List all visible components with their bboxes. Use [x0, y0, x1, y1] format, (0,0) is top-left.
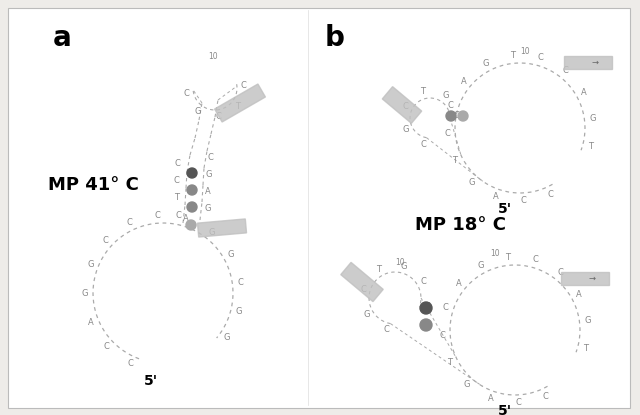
- Text: T: T: [447, 358, 452, 367]
- Text: A: A: [580, 88, 586, 97]
- Text: 5': 5': [498, 202, 512, 216]
- Text: T: T: [175, 193, 179, 202]
- Text: G: G: [209, 228, 215, 237]
- Text: G: G: [400, 261, 407, 271]
- Text: G: G: [442, 91, 449, 100]
- Text: T: T: [583, 344, 588, 354]
- Text: G: G: [477, 261, 484, 270]
- Text: A: A: [461, 77, 467, 85]
- Text: C: C: [103, 236, 109, 244]
- Text: 5': 5': [144, 374, 158, 388]
- Text: →: →: [591, 58, 598, 66]
- Text: 10: 10: [520, 46, 530, 56]
- Text: A: A: [205, 186, 211, 195]
- Text: T: T: [420, 88, 426, 96]
- Bar: [340, 262, 383, 302]
- Text: MP 18° C: MP 18° C: [415, 216, 506, 234]
- Text: A: A: [488, 394, 494, 403]
- Text: G: G: [223, 333, 230, 342]
- Text: 10: 10: [490, 249, 500, 257]
- Text: G: G: [589, 115, 596, 123]
- Text: C: C: [174, 159, 180, 168]
- Text: C: C: [543, 392, 548, 400]
- Text: C: C: [439, 331, 445, 340]
- Circle shape: [187, 202, 197, 212]
- Text: G: G: [463, 380, 470, 389]
- Text: C: C: [216, 112, 221, 121]
- Text: A: A: [88, 317, 93, 327]
- Circle shape: [187, 185, 197, 195]
- Text: C: C: [241, 81, 247, 90]
- Text: T: T: [588, 142, 593, 151]
- Text: G: G: [468, 178, 475, 187]
- Text: C: C: [184, 88, 189, 98]
- Bar: [382, 87, 422, 123]
- Text: →: →: [589, 273, 595, 283]
- Text: C: C: [532, 256, 539, 264]
- Text: C: C: [454, 111, 460, 120]
- Text: G: G: [584, 316, 591, 325]
- Bar: [198, 219, 246, 237]
- Text: C: C: [443, 303, 449, 312]
- Text: A: A: [493, 193, 499, 201]
- Text: G: G: [205, 169, 212, 178]
- Text: G: G: [236, 307, 242, 316]
- Text: C: C: [548, 190, 554, 199]
- Text: C: C: [420, 139, 426, 149]
- Text: C: C: [207, 152, 213, 161]
- Text: A: A: [183, 214, 189, 223]
- Text: 10: 10: [395, 257, 405, 266]
- Text: C: C: [383, 325, 389, 334]
- Text: C: C: [127, 359, 133, 368]
- Text: G: G: [403, 125, 409, 134]
- Text: C: C: [521, 196, 527, 205]
- Text: C: C: [563, 66, 568, 76]
- Text: G: G: [195, 107, 201, 116]
- Text: a: a: [52, 24, 72, 52]
- Circle shape: [458, 111, 468, 121]
- Circle shape: [446, 111, 456, 121]
- Text: G: G: [228, 250, 234, 259]
- Text: MP 41° C: MP 41° C: [48, 176, 139, 194]
- Text: A: A: [576, 290, 582, 299]
- Text: C: C: [403, 102, 408, 111]
- Text: G: G: [363, 310, 370, 319]
- Text: C: C: [360, 285, 366, 294]
- Text: A: A: [456, 278, 462, 288]
- Text: C: C: [444, 129, 450, 138]
- Text: C: C: [420, 277, 426, 286]
- Text: C: C: [237, 278, 243, 286]
- Circle shape: [420, 319, 432, 331]
- Text: T: T: [376, 265, 381, 274]
- Circle shape: [420, 302, 432, 314]
- Text: T: T: [510, 51, 515, 60]
- Bar: [561, 271, 609, 285]
- Bar: [564, 56, 612, 68]
- Circle shape: [187, 168, 197, 178]
- Text: C: C: [516, 398, 522, 408]
- Text: C: C: [173, 176, 179, 185]
- Text: G: G: [205, 203, 211, 212]
- Bar: [214, 84, 266, 122]
- Text: T: T: [235, 102, 240, 111]
- Text: G: G: [87, 260, 93, 269]
- Text: C: C: [557, 269, 563, 277]
- Text: T: T: [505, 253, 510, 262]
- Text: G: G: [483, 59, 489, 68]
- Circle shape: [186, 220, 196, 230]
- Text: 5': 5': [498, 404, 512, 415]
- Text: T: T: [452, 156, 457, 165]
- Text: G: G: [82, 289, 88, 298]
- Text: T: T: [424, 302, 429, 311]
- Text: C: C: [154, 211, 160, 220]
- Text: C: C: [104, 342, 109, 351]
- Text: C: C: [447, 101, 454, 110]
- Text: 10: 10: [208, 51, 218, 61]
- Text: C: C: [175, 210, 181, 220]
- Text: C: C: [538, 54, 543, 63]
- Text: C: C: [126, 218, 132, 227]
- Text: b: b: [325, 24, 345, 52]
